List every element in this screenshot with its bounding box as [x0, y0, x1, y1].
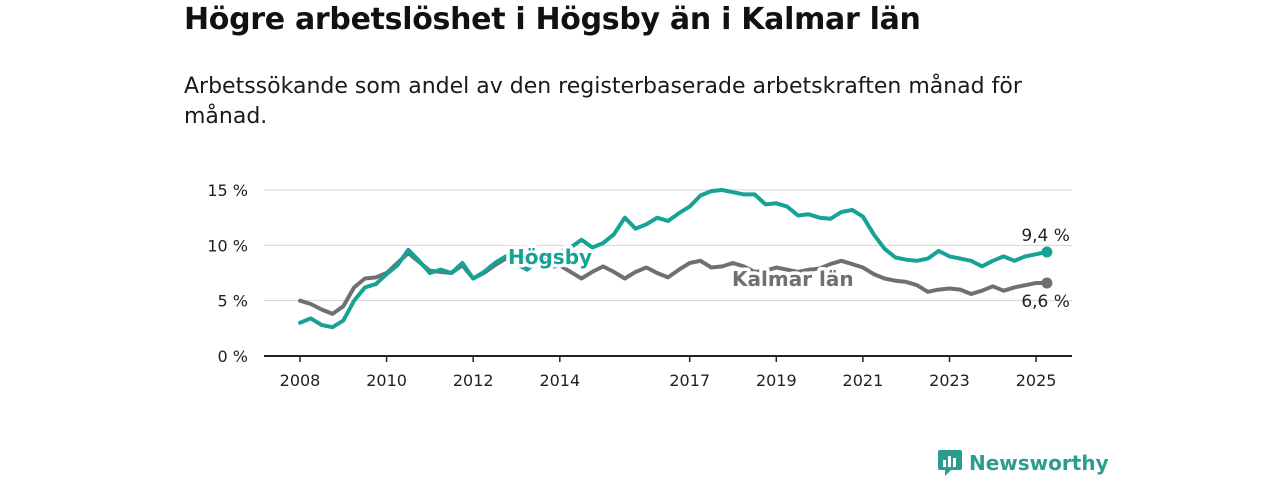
series-label-kalmar-halo: Kalmar län	[732, 267, 854, 291]
newsworthy-logo-icon	[938, 450, 962, 476]
end-marker-hogsby	[1041, 246, 1053, 258]
y-tick-label: 5 %	[218, 292, 248, 311]
series-label-hogsby-halo: Högsby	[508, 245, 592, 269]
series-label-kalmar: Kalmar län	[732, 267, 854, 291]
chart-title: Högre arbetslöshet i Högsby än i Kalmar …	[184, 2, 921, 37]
x-tick-label: 2017	[669, 371, 710, 390]
x-tick-label: 2012	[453, 371, 494, 390]
line-chart: 0 % 5 % 10 % 15 % 2008 2010 2012 2014 2017 2019 20…	[207, 181, 1072, 390]
end-value-label-hogsby: 9,4 %	[1021, 226, 1070, 246]
y-tick-label: 15 %	[207, 181, 248, 200]
x-tick-label: 2021	[843, 371, 884, 390]
x-tick-label: 2025	[1016, 371, 1057, 390]
x-tick-label: 2023	[929, 371, 970, 390]
x-tick-label: 2014	[539, 371, 580, 390]
x-tick-label: 2008	[280, 371, 321, 390]
series-line-kalmar[interactable]	[298, 251, 1049, 316]
series-line-hogsby[interactable]	[298, 188, 1049, 330]
series-label-hogsby: Högsby	[508, 245, 592, 269]
brand-logo[interactable]: Newsworthy	[937, 448, 1109, 478]
x-tick-label: 2019	[756, 371, 797, 390]
y-tick-label: 10 %	[207, 236, 248, 255]
end-value-label-kalmar: 6,6 %	[1021, 292, 1070, 312]
x-tick-label: 2010	[366, 371, 407, 390]
y-tick-label: 0 %	[218, 347, 248, 366]
chart-subtitle: Arbetssökande som andel av den registerb…	[184, 74, 1022, 129]
end-marker-kalmar	[1041, 277, 1053, 289]
brand-label: Newsworthy	[969, 451, 1109, 475]
